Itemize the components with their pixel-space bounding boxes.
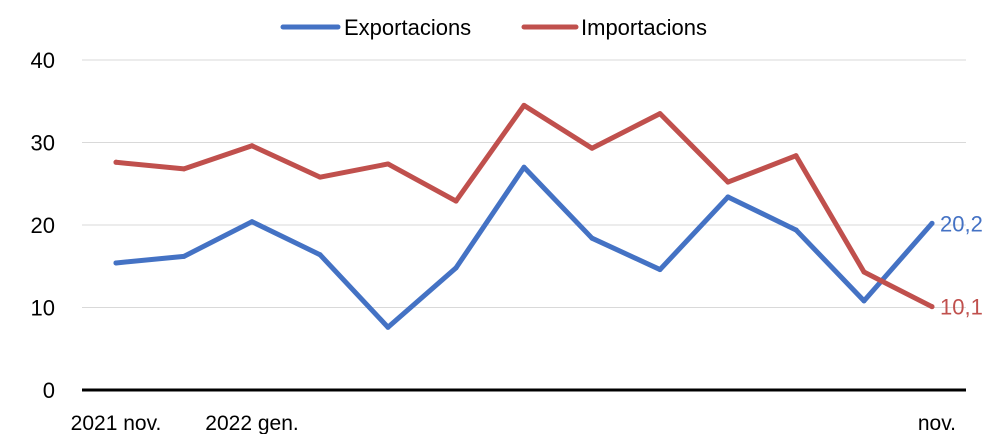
- x-tick-label: 2021 nov.: [71, 412, 162, 434]
- data-point: [930, 221, 935, 226]
- data-label: 20,2: [940, 211, 983, 236]
- data-point: [726, 180, 731, 185]
- x-tick-label: nov.: [918, 412, 956, 434]
- series-lines: 20,2 10,1: [114, 103, 983, 330]
- data-point: [658, 267, 663, 272]
- data-label: 10,1: [940, 295, 983, 320]
- x-axis: 2021 nov. 2022 gen. nov.: [71, 390, 966, 434]
- legend: Exportacions Importacions: [283, 15, 707, 40]
- data-point: [794, 153, 799, 158]
- y-tick-label: 40: [31, 48, 55, 73]
- data-point: [590, 146, 595, 151]
- data-point: [658, 111, 663, 116]
- x-tick-label: 2022 gen.: [205, 412, 298, 434]
- y-tick-label: 30: [31, 131, 55, 156]
- data-point: [250, 143, 255, 148]
- legend-label: Importacions: [581, 15, 707, 40]
- data-point: [862, 270, 867, 275]
- data-point: [182, 254, 187, 259]
- data-point: [114, 260, 119, 265]
- legend-label: Exportacions: [344, 15, 471, 40]
- data-point: [114, 160, 119, 165]
- series-line-exportacions: [116, 167, 932, 327]
- data-point: [794, 227, 799, 232]
- data-point: [318, 175, 323, 180]
- data-point: [930, 304, 935, 309]
- data-point: [522, 103, 527, 108]
- data-point: [386, 325, 391, 330]
- data-point: [386, 161, 391, 166]
- data-point: [318, 252, 323, 257]
- data-point: [726, 194, 731, 199]
- y-tick-label: 20: [31, 213, 55, 238]
- data-point: [182, 166, 187, 171]
- data-point: [454, 265, 459, 270]
- data-point: [522, 165, 527, 170]
- data-point: [250, 219, 255, 224]
- series-line-importacions: [116, 105, 932, 306]
- y-axis-tick-labels: 0 10 20 30 40: [31, 48, 55, 403]
- data-point: [454, 199, 459, 204]
- y-tick-label: 10: [31, 296, 55, 321]
- data-point: [590, 236, 595, 241]
- data-point: [862, 298, 867, 303]
- y-tick-label: 0: [43, 378, 55, 403]
